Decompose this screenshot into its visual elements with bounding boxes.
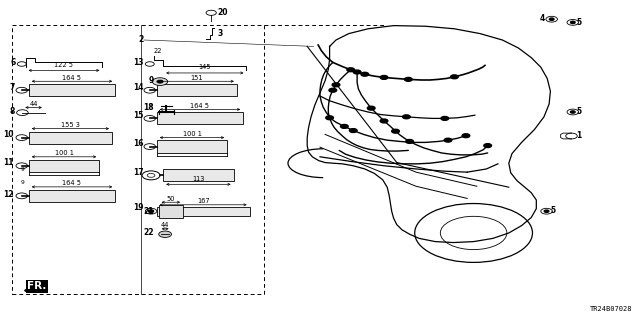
Bar (29, 84, 115, 96)
Text: 22: 22 (154, 48, 162, 54)
Bar (159, 205, 183, 218)
Bar (29, 160, 99, 172)
Bar (157, 112, 243, 124)
Text: 145: 145 (198, 64, 211, 70)
Circle shape (349, 129, 357, 132)
Text: 9: 9 (20, 180, 24, 185)
Circle shape (329, 88, 337, 92)
Text: 4: 4 (540, 14, 545, 23)
Text: 9: 9 (148, 102, 152, 108)
Text: 44: 44 (161, 222, 170, 228)
Bar (157, 84, 237, 96)
Circle shape (347, 68, 355, 72)
Text: 164 5: 164 5 (63, 180, 81, 186)
Bar (12, 25, 264, 294)
Bar (157, 207, 250, 216)
Text: 44: 44 (29, 101, 38, 107)
Text: 100 1: 100 1 (54, 150, 74, 156)
Bar (29, 190, 115, 202)
Circle shape (380, 119, 388, 123)
Text: 3: 3 (218, 29, 223, 38)
Circle shape (544, 210, 549, 212)
Text: 16: 16 (134, 139, 144, 148)
Circle shape (462, 134, 470, 138)
Text: 164 5: 164 5 (63, 75, 81, 81)
Text: 20: 20 (218, 8, 228, 17)
Circle shape (441, 116, 449, 120)
Text: FR.: FR. (28, 281, 47, 292)
Circle shape (148, 210, 154, 212)
Text: 113: 113 (192, 176, 205, 182)
Text: 17: 17 (133, 168, 144, 177)
Circle shape (380, 76, 388, 79)
Text: 22: 22 (143, 228, 154, 237)
Circle shape (484, 144, 492, 148)
Text: 21: 21 (143, 207, 154, 216)
Circle shape (159, 231, 172, 237)
Text: 167: 167 (197, 198, 209, 204)
Text: 19: 19 (134, 204, 144, 212)
Text: 155 3: 155 3 (61, 122, 80, 128)
Text: 9: 9 (148, 76, 154, 85)
Bar (157, 140, 227, 153)
Circle shape (392, 129, 399, 133)
Circle shape (406, 140, 413, 143)
Text: TR24B07028: TR24B07028 (590, 306, 632, 312)
Text: 14: 14 (134, 83, 144, 92)
Circle shape (549, 18, 554, 20)
Text: 18: 18 (143, 103, 154, 112)
Bar (29, 132, 112, 144)
Text: 151: 151 (191, 75, 203, 81)
Circle shape (361, 72, 369, 76)
Text: 5: 5 (576, 108, 581, 116)
Text: 6: 6 (10, 58, 15, 67)
Circle shape (403, 115, 410, 119)
Text: 11: 11 (4, 158, 14, 167)
Circle shape (340, 124, 348, 128)
Text: 5: 5 (550, 206, 556, 215)
Circle shape (570, 21, 575, 24)
Text: 7: 7 (10, 83, 15, 92)
Circle shape (451, 75, 458, 79)
Text: 9: 9 (20, 167, 24, 172)
Circle shape (326, 116, 333, 120)
Circle shape (353, 70, 361, 74)
Circle shape (367, 106, 375, 110)
Text: 12: 12 (4, 190, 14, 199)
Circle shape (404, 77, 412, 81)
Text: 10: 10 (4, 130, 14, 139)
Text: 8: 8 (10, 107, 15, 116)
Text: 164 5: 164 5 (191, 103, 209, 109)
Text: 2: 2 (139, 35, 144, 44)
Bar (163, 169, 234, 181)
Text: 15: 15 (134, 111, 144, 120)
Text: 50: 50 (166, 196, 175, 202)
Circle shape (152, 78, 168, 85)
Text: 1: 1 (576, 132, 581, 140)
Text: 5: 5 (576, 18, 581, 27)
Circle shape (157, 80, 163, 83)
Text: 122 5: 122 5 (54, 62, 74, 68)
Circle shape (332, 83, 340, 87)
Text: 13: 13 (134, 58, 144, 67)
Circle shape (444, 138, 452, 142)
Text: 100 1: 100 1 (182, 131, 202, 137)
Circle shape (570, 111, 575, 113)
